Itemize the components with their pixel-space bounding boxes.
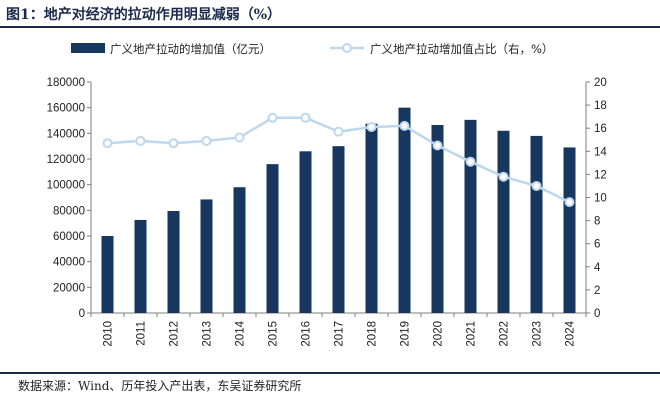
x-tick-label: 2016: [301, 321, 313, 347]
line-point-2014: [234, 132, 245, 143]
x-tick-label: 2019: [400, 321, 412, 347]
bar-2012: [167, 210, 180, 313]
x-tick-label: 2014: [235, 320, 247, 346]
x-tick-label: 2017: [334, 321, 346, 347]
right-tick-label: 18: [594, 100, 607, 112]
bar-2016: [299, 151, 312, 313]
bar-2015: [266, 164, 279, 313]
line-point-2017: [333, 126, 344, 137]
line-point-2019: [399, 120, 410, 131]
right-tick-label: 8: [594, 216, 600, 228]
legend: 广义地产拉动的增加值（亿元） 广义地产拉动增加值占比（右，%）: [71, 42, 553, 56]
right-tick-label: 6: [594, 239, 600, 251]
x-tick-label: 2011: [136, 321, 148, 346]
line-point-2010: [102, 138, 113, 149]
left-tick-label: 180000: [47, 77, 85, 89]
bar-2024: [563, 147, 576, 313]
line-point-2022: [498, 171, 509, 182]
left-tick-label: 20000: [53, 282, 85, 294]
left-tick-label: 60000: [53, 231, 85, 243]
source-note: 数据来源：Wind、历年投入产出表，东吴证券研究所: [18, 379, 302, 393]
bar-series: [101, 107, 576, 314]
right-tick-label: 2: [594, 285, 600, 297]
bar-2017: [332, 146, 345, 313]
source-divider: [0, 372, 660, 374]
line-point-2020: [432, 140, 443, 151]
right-tick-label: 14: [594, 146, 607, 158]
legend-bar-label: 广义地产拉动的增加值（亿元）: [110, 42, 271, 56]
bar-2020: [431, 124, 444, 313]
line-point-2012: [168, 138, 179, 149]
line-point-2024: [564, 197, 575, 208]
bar-2019: [398, 107, 411, 314]
right-tick-label: 4: [594, 262, 601, 274]
legend-line-marker: [342, 43, 352, 53]
bar-2018: [365, 123, 378, 313]
line-point-2018: [366, 122, 377, 133]
title-divider: [0, 26, 660, 28]
bar-2011: [134, 219, 147, 313]
x-tick-label: 2023: [532, 321, 544, 347]
x-axis-ticks: 2010 2011 2012 2013 2014 2015 2016 2017 2018 2019…: [90, 313, 587, 347]
line-point-2021: [465, 156, 476, 167]
x-tick-label: 2015: [268, 321, 280, 347]
line-point-2013: [201, 135, 212, 146]
chart-title: 图1：地产对经济的拉动作用明显减弱（%）: [6, 7, 282, 23]
legend-line-label: 广义地产拉动增加值占比（右，%）: [370, 42, 553, 56]
x-tick-label: 2024: [565, 320, 577, 346]
x-tick-label: 2010: [103, 321, 115, 347]
x-tick-label: 2018: [367, 321, 379, 347]
left-tick-label: 40000: [53, 257, 85, 269]
left-tick-label: 100000: [47, 180, 85, 192]
line-series: [102, 112, 575, 208]
right-tick-label: 12: [594, 169, 607, 181]
x-tick-label: 2021: [466, 321, 478, 347]
bar-2010: [101, 236, 114, 313]
x-tick-label: 2022: [499, 321, 511, 347]
bar-2022: [497, 130, 510, 313]
line-point-2023: [531, 180, 542, 191]
bar-2021: [464, 119, 477, 313]
left-tick-label: 0: [79, 308, 85, 320]
left-tick-label: 80000: [53, 205, 85, 217]
left-tick-label: 160000: [47, 103, 85, 115]
x-tick-label: 2020: [433, 321, 445, 347]
x-tick-label: 2013: [202, 321, 214, 347]
bar-2014: [233, 187, 246, 313]
line-point-2011: [135, 135, 146, 146]
right-tick-label: 20: [594, 77, 607, 89]
bar-2023: [530, 135, 543, 313]
left-tick-label: 120000: [47, 154, 85, 166]
bar-2013: [200, 199, 213, 313]
left-tick-label: 140000: [47, 128, 85, 140]
right-tick-label: 16: [594, 123, 607, 135]
right-tick-label: 10: [594, 193, 607, 205]
line-point-2016: [300, 112, 311, 123]
right-tick-label: 0: [594, 308, 600, 320]
line-point-2015: [267, 112, 278, 123]
axes: 0 20000 40000 60000 80000 100000 120000 140000 1…: [47, 77, 608, 320]
legend-bar-swatch: [71, 43, 105, 53]
x-tick-label: 2012: [169, 321, 181, 347]
